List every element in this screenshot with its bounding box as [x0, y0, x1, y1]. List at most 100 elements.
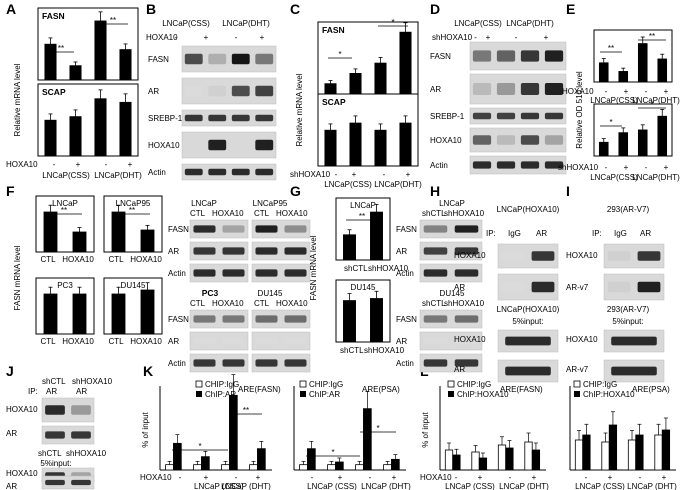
panel-h-input-label: 5%input:: [512, 317, 543, 326]
panel-l-fasn-bar: [531, 449, 541, 471]
panel-j-ar-1: AR: [46, 387, 57, 396]
panel-a-scap-title: SCAP: [42, 87, 66, 97]
panel-d-band: [544, 50, 564, 62]
panel-j-row-hoxa10: HOXA10: [6, 405, 38, 414]
panel-l-psa-bar: [601, 441, 610, 471]
panel-f-lncap-band: [222, 247, 245, 255]
panel-d-band: [520, 50, 540, 62]
panel-f-x-hoxa10: HOXA10: [62, 337, 94, 346]
panel-k-sign: +: [392, 473, 397, 482]
panel-d-blot: [469, 155, 567, 175]
significance-stars: *: [391, 18, 394, 27]
panel-f-lncap95-blot: [251, 219, 311, 239]
panel-b-blot: [181, 163, 277, 181]
panel-k-group-dht: LNCaP (DHT): [361, 482, 411, 490]
panel-f-x-ctl: CTL: [108, 337, 124, 346]
panel-k-legend-ar-swatch: [300, 391, 306, 397]
panel-b-band: [255, 85, 274, 97]
panel-k-legend-ar: ChIP:AR: [309, 390, 340, 399]
panel-k-fasn-bar: [249, 464, 258, 471]
panel-k-psa-bar: [335, 461, 344, 471]
panel-k-fasn-bar: [165, 464, 174, 471]
panel-g-du145-blot: [419, 331, 483, 351]
panel-f-du145-blot: [251, 353, 311, 373]
panel-f-title: LNCaP95: [116, 199, 151, 208]
panel-f-lncap95-blot: [251, 241, 311, 261]
panel-f-blot-du145: DU145: [258, 289, 283, 298]
significance-stars: **: [110, 16, 116, 25]
panel-g-du145-blot: [419, 309, 483, 329]
panel-f-pc3-blot: [189, 331, 249, 351]
panel-f-lncap95-bar: [111, 211, 126, 253]
panel-g-blot-lncap: LNCaP: [439, 199, 465, 208]
significance-stars: *: [376, 424, 379, 433]
panel-f-blot-hoxa10: HOXA10: [212, 209, 244, 218]
panel-g-y-label: FASN mRNA level: [309, 235, 318, 300]
panel-f-lncap95-band: [255, 247, 278, 255]
panel-f-lncap95-band: [284, 269, 307, 277]
panel-a-group-css: LNCaP(CSS): [42, 171, 90, 180]
panel-b-sign: -: [175, 33, 178, 42]
panel-f-blot-ctl: CTL: [254, 299, 270, 308]
panel-f-lncap95-band: [255, 225, 278, 233]
panel-l-psa-bar: [608, 424, 618, 471]
significance-stars: *: [609, 118, 612, 127]
panel-j-shctl-input: shCTL: [38, 449, 62, 458]
panel-d-group-dht: LNCaP(DHT): [506, 19, 554, 28]
panel-k-group-css: LNCaP (CSS): [307, 482, 357, 490]
panel-a-fasn-bar: [69, 65, 82, 81]
panel-i-title: 293(AR-V7): [607, 205, 650, 214]
panel-b-band: [208, 139, 227, 151]
panel-e-sign: -: [645, 87, 648, 96]
panel-l-fasn-bar: [444, 449, 454, 471]
panel-l-fasn-bar: [478, 457, 488, 471]
panel-l-psa-bar: [574, 439, 584, 471]
panel-k-group-dht: LNCaP (DHT): [221, 482, 271, 490]
panel-c-scap-bar: [324, 129, 337, 167]
panel-f-du145-blot: [251, 331, 311, 351]
panel-g-lncap-blot: [419, 219, 483, 239]
panel-a-sign: -: [105, 160, 108, 169]
panel-b-row-label: SREBP-1: [148, 114, 183, 123]
panel-a-y-label: Relative mRNA level: [13, 63, 22, 136]
panel-label-i: I: [566, 183, 570, 199]
panel-i-row-hoxa10: HOXA10: [566, 251, 598, 260]
panel-k-fasn-bar: [229, 394, 238, 471]
panel-j-shhoxa10: shHOXA10: [72, 377, 113, 386]
panel-f-blot-hoxa10: HOXA10: [212, 299, 244, 308]
panel-d-band: [544, 161, 564, 169]
panel-k-legend-igg-swatch: [299, 380, 307, 388]
panel-f-lncap-band: [222, 225, 245, 233]
panel-l-legend-igg-swatch: [573, 380, 581, 388]
panel-g-blot-row-label: FASN: [396, 315, 417, 324]
panel-j-input-band: [71, 479, 91, 486]
panel-e-sign: -: [605, 163, 608, 172]
panel-a-fasn-bar: [44, 43, 57, 81]
panel-a-scap-bar: [69, 116, 82, 157]
panel-i-igg: IgG: [614, 229, 627, 238]
panel-f-blot-hoxa10: HOXA10: [276, 299, 308, 308]
panel-d-band: [544, 135, 564, 145]
panel-f-lncap-band: [193, 269, 216, 277]
panel-f-blot-row-label: Actin: [168, 359, 186, 368]
panel-f-lncap95-plot-frame: [103, 195, 163, 253]
panel-j-input-band: [45, 479, 65, 486]
panel-f-pc3-bar: [72, 293, 87, 335]
panel-b-sign: -: [235, 33, 238, 42]
panel-d-row-label: AR: [430, 85, 441, 94]
panel-a-fasn-bar: [94, 20, 107, 81]
panel-d-row-label: HOXA10: [430, 136, 462, 145]
panel-i-input-band: [611, 366, 657, 376]
panel-l-legend-igg-swatch: [447, 380, 455, 388]
panel-h-title-input: LNCaP(HOXA10): [497, 305, 560, 314]
panel-f-lncap-blot: [189, 241, 249, 261]
panel-b-row-label: HOXA10: [148, 141, 180, 150]
significance-stars: *: [331, 448, 334, 457]
panel-a-fasn-title: FASN: [42, 11, 65, 21]
panel-b-band: [184, 85, 203, 97]
panel-f-blot-row-label: AR: [168, 247, 179, 256]
panel-d-band: [472, 161, 492, 169]
panel-i-row-hoxa10-input: HOXA10: [566, 335, 598, 344]
panel-g-du145-band: [423, 337, 448, 345]
panel-c-sign: +: [406, 170, 411, 179]
